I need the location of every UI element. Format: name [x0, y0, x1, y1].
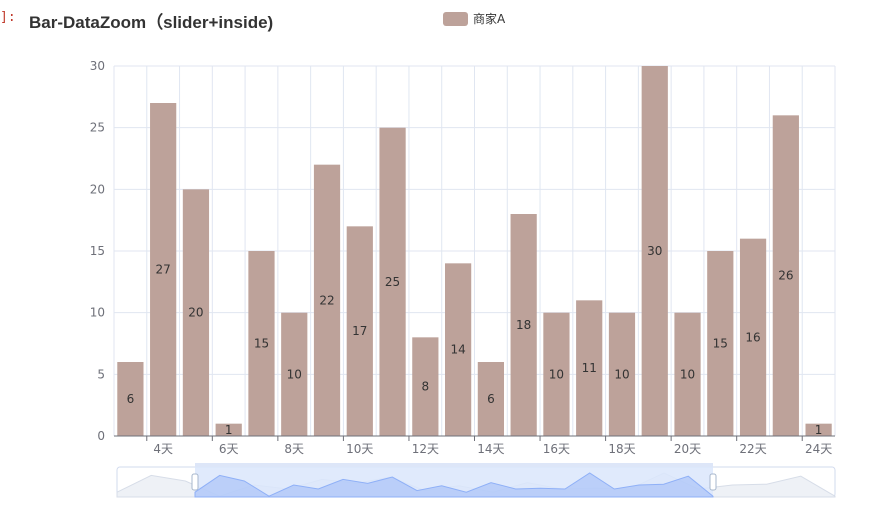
bar[interactable]: [707, 251, 734, 436]
datazoom-move-bar[interactable]: [195, 463, 713, 467]
data-label: 18: [516, 318, 531, 332]
data-label: 10: [614, 367, 629, 381]
datazoom-right-handle[interactable]: [709, 473, 717, 491]
bar[interactable]: [281, 312, 308, 436]
data-label: 20: [188, 306, 203, 320]
x-tick-label: 6天: [219, 442, 239, 456]
x-tick-label: 18天: [608, 442, 635, 456]
bar[interactable]: [608, 312, 636, 436]
bar[interactable]: [805, 423, 832, 436]
x-tick-label: 14天: [477, 442, 504, 456]
bar[interactable]: [477, 362, 504, 436]
y-tick-label: 25: [90, 121, 105, 135]
data-label: 10: [549, 367, 564, 381]
data-label: 22: [319, 293, 334, 307]
data-label: 17: [352, 324, 367, 338]
y-tick-label: 10: [90, 306, 105, 320]
data-label: 10: [680, 367, 695, 381]
x-tick-label: 10天: [346, 442, 373, 456]
data-label: 16: [745, 330, 760, 344]
x-tick-label: 12天: [412, 442, 439, 456]
y-tick-label: 5: [97, 367, 105, 381]
legend-swatch: [443, 11, 468, 26]
data-label: 26: [778, 269, 793, 283]
data-label: 14: [450, 343, 465, 357]
bar[interactable]: [412, 337, 439, 436]
cell-prompt-marker: ]:: [0, 10, 16, 25]
y-tick-label: 0: [97, 429, 105, 443]
bar[interactable]: [739, 238, 767, 436]
data-label: 15: [254, 337, 269, 351]
x-tick-label: 8天: [284, 442, 304, 456]
bar[interactable]: [674, 312, 701, 436]
datazoom-selected-shadow: [194, 472, 714, 498]
y-tick-label: 15: [90, 244, 105, 258]
bar[interactable]: [772, 115, 799, 436]
bar[interactable]: [543, 312, 570, 436]
data-label: 25: [385, 275, 400, 289]
chart-title: Bar-DataZoom（slider+inside): [29, 13, 274, 32]
datazoom-left-handle[interactable]: [191, 473, 199, 491]
y-tick-label: 20: [90, 182, 105, 196]
legend-label: 商家A: [473, 12, 506, 26]
bar[interactable]: [510, 214, 537, 436]
bar[interactable]: [346, 226, 373, 436]
data-label: 15: [713, 337, 728, 351]
data-label: 27: [156, 263, 171, 277]
data-label: 11: [582, 361, 597, 375]
bar[interactable]: [215, 423, 242, 436]
x-tick-label: 4天: [153, 442, 173, 456]
legend[interactable]: 商家A: [443, 10, 505, 27]
bar[interactable]: [313, 164, 341, 436]
data-label: 30: [647, 244, 662, 258]
datazoom-selected-window[interactable]: [195, 467, 713, 497]
y-tick-label: 30: [90, 59, 105, 73]
bar[interactable]: [379, 127, 406, 437]
bar[interactable]: [576, 300, 603, 436]
bar[interactable]: [182, 189, 210, 436]
bar[interactable]: [150, 103, 177, 436]
x-tick-label: 16天: [543, 442, 570, 456]
data-label: 1: [225, 423, 233, 437]
data-label: 8: [422, 380, 430, 394]
bar[interactable]: [445, 263, 472, 436]
bar[interactable]: [117, 362, 144, 436]
data-label: 6: [127, 392, 135, 406]
bar[interactable]: [248, 251, 275, 436]
x-tick-label: 24天: [805, 442, 832, 456]
data-label: 1: [815, 423, 823, 437]
x-tick-label: 22天: [739, 442, 766, 456]
data-label: 10: [287, 367, 302, 381]
data-label: 6: [487, 392, 495, 406]
bar[interactable]: [641, 66, 668, 436]
x-tick-label: 20天: [674, 442, 701, 456]
